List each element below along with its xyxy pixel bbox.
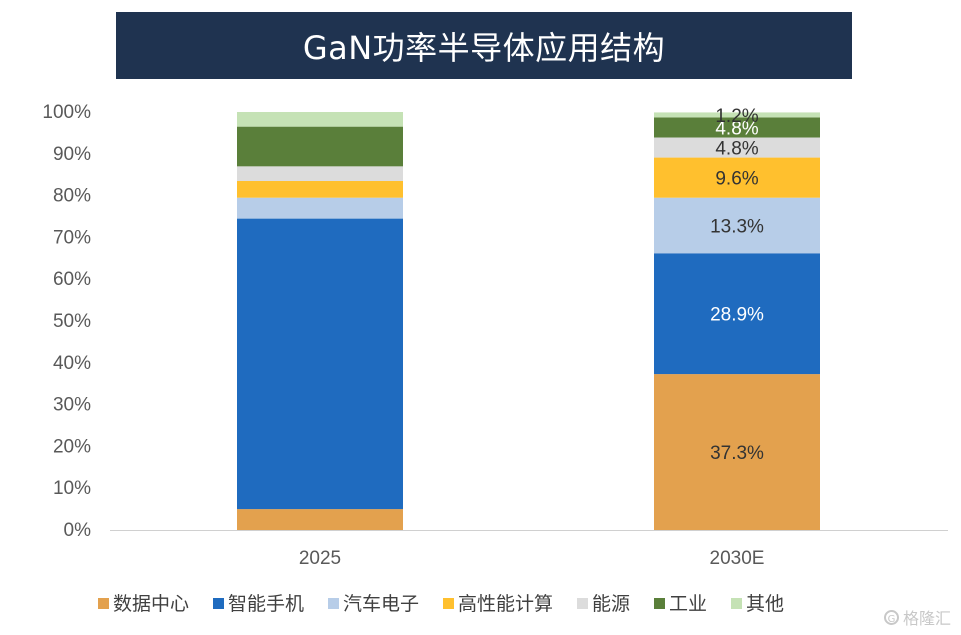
y-tick-label: 60%	[53, 269, 91, 290]
bar-segment	[654, 197, 820, 254]
data-label: 28.9%	[710, 305, 764, 326]
y-tick-label: 10%	[53, 478, 91, 499]
bar-segment	[237, 180, 403, 198]
data-label: 37.3%	[710, 443, 764, 464]
legend-swatch	[213, 598, 224, 609]
bar-segment	[654, 117, 820, 138]
legend-label: 工业	[669, 593, 707, 615]
y-tick-label: 80%	[53, 186, 91, 207]
bar-segment	[654, 112, 820, 118]
data-label: 9.6%	[715, 169, 758, 190]
y-tick-label: 50%	[53, 311, 91, 332]
chart-axes: 0% 10% 20% 30% 40% 50% 60% 70% 80% 90% 100% 2025 203…	[42, 102, 948, 569]
watermark: G 格隆汇	[883, 605, 951, 629]
legend-swatch	[731, 598, 742, 609]
legend-swatch	[328, 598, 339, 609]
data-label: 4.8%	[715, 139, 758, 160]
bar-segment	[237, 218, 403, 510]
bar-segment	[237, 509, 403, 530]
bar-segment	[654, 374, 820, 530]
bar-segment	[654, 137, 820, 158]
bar-segment	[237, 126, 403, 167]
x-tick-label: 2030E	[710, 548, 765, 569]
legend-swatch	[654, 598, 665, 609]
legend-label: 智能手机	[228, 593, 304, 615]
legend-label: 数据中心	[113, 593, 189, 615]
legend-label: 汽车电子	[343, 593, 419, 615]
y-tick-label: 30%	[53, 395, 91, 416]
chart-legend: 数据中心 智能手机 汽车电子 高性能计算 能源 工业 其他	[98, 593, 784, 615]
y-tick-label: 100%	[42, 102, 91, 123]
data-label: 13.3%	[710, 216, 764, 237]
bar-segment	[654, 253, 820, 375]
y-tick-label: 70%	[53, 227, 91, 248]
bar-segment	[237, 166, 403, 181]
chart-title: GaN功率半导体应用结构	[116, 12, 852, 79]
y-tick-label: 20%	[53, 436, 91, 457]
chart-bars: 37.3%28.9%13.3%9.6%4.8%4.8%1.2%	[237, 106, 820, 530]
bar-segment	[654, 157, 820, 198]
x-tick-label: 2025	[299, 548, 341, 569]
y-tick-label: 0%	[64, 520, 92, 541]
legend-swatch	[443, 598, 454, 609]
watermark-icon: G	[883, 609, 899, 625]
legend-label: 高性能计算	[458, 593, 553, 615]
data-label: 4.8%	[715, 118, 758, 139]
legend-label: 其他	[746, 593, 784, 615]
y-tick-label: 90%	[53, 144, 91, 165]
watermark-text: 格隆汇	[902, 609, 951, 628]
legend-swatch	[98, 598, 109, 609]
bar-segment	[237, 197, 403, 219]
bar-segment	[237, 112, 403, 127]
data-label: 1.2%	[715, 106, 758, 127]
legend-label: 能源	[592, 593, 630, 615]
y-tick-label: 40%	[53, 353, 91, 374]
legend-swatch	[577, 598, 588, 609]
